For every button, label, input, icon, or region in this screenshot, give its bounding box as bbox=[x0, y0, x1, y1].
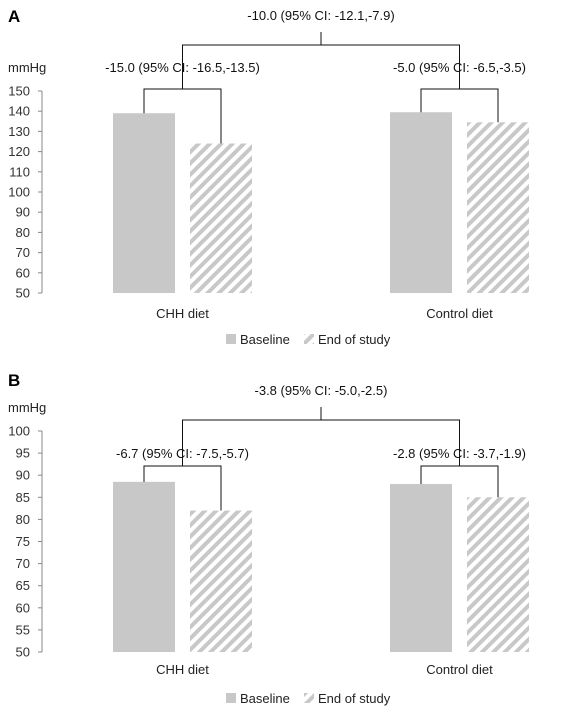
y-tick-label: 140 bbox=[8, 104, 30, 119]
x-category-label: Control diet bbox=[426, 306, 493, 321]
bar-baseline-control bbox=[390, 112, 452, 294]
y-axis-unit-label: mmHg bbox=[8, 400, 46, 415]
y-tick-label: 55 bbox=[16, 622, 30, 637]
bar-baseline-control bbox=[390, 484, 452, 652]
legend-swatch-end-of-study bbox=[304, 693, 314, 703]
y-tick-label: 100 bbox=[8, 424, 30, 439]
y-tick-label: 60 bbox=[16, 265, 30, 280]
bar-end-of-study-control bbox=[467, 122, 529, 293]
y-tick-label: 60 bbox=[16, 600, 30, 615]
y-tick-label: 70 bbox=[16, 556, 30, 571]
y-tick-label: 80 bbox=[16, 225, 30, 240]
legend-label-end-of-study: End of study bbox=[318, 691, 391, 706]
y-tick-label: 80 bbox=[16, 512, 30, 527]
between-group-difference-label: -3.8 (95% CI: -5.0,-2.5) bbox=[255, 383, 388, 398]
y-tick-label: 130 bbox=[8, 124, 30, 139]
bar-end-of-study-chh bbox=[190, 143, 252, 293]
y-tick-label: 50 bbox=[16, 645, 30, 660]
bar-end-of-study-control bbox=[467, 497, 529, 652]
y-tick-label: 90 bbox=[16, 205, 30, 220]
y-tick-label: 85 bbox=[16, 490, 30, 505]
y-axis-unit-label: mmHg bbox=[8, 60, 46, 75]
legend-label-baseline: Baseline bbox=[240, 691, 290, 706]
x-category-label: CHH diet bbox=[156, 662, 209, 677]
y-tick-label: 50 bbox=[16, 286, 30, 301]
bar-baseline-chh bbox=[113, 481, 175, 652]
y-tick-label: 100 bbox=[8, 185, 30, 200]
x-category-label: CHH diet bbox=[156, 306, 209, 321]
bar-baseline-chh bbox=[113, 113, 175, 293]
y-tick-label: 90 bbox=[16, 468, 30, 483]
panel-label: B bbox=[8, 371, 20, 390]
bar-end-of-study-chh bbox=[190, 510, 252, 652]
legend-swatch-end-of-study bbox=[304, 334, 314, 344]
y-tick-label: 150 bbox=[8, 84, 30, 99]
y-tick-label: 70 bbox=[16, 245, 30, 260]
legend-label-end-of-study: End of study bbox=[318, 332, 391, 347]
y-tick-label: 110 bbox=[9, 164, 30, 179]
y-tick-label: 95 bbox=[16, 446, 30, 461]
x-category-label: Control diet bbox=[426, 662, 493, 677]
legend-swatch-baseline bbox=[226, 334, 236, 344]
y-tick-label: 65 bbox=[16, 578, 30, 593]
panel-label: A bbox=[8, 7, 20, 26]
y-tick-label: 120 bbox=[8, 144, 30, 159]
between-group-difference-label: -10.0 (95% CI: -12.1,-7.9) bbox=[247, 8, 394, 23]
y-tick-label: 75 bbox=[16, 534, 30, 549]
legend-label-baseline: Baseline bbox=[240, 332, 290, 347]
legend-swatch-baseline bbox=[226, 693, 236, 703]
